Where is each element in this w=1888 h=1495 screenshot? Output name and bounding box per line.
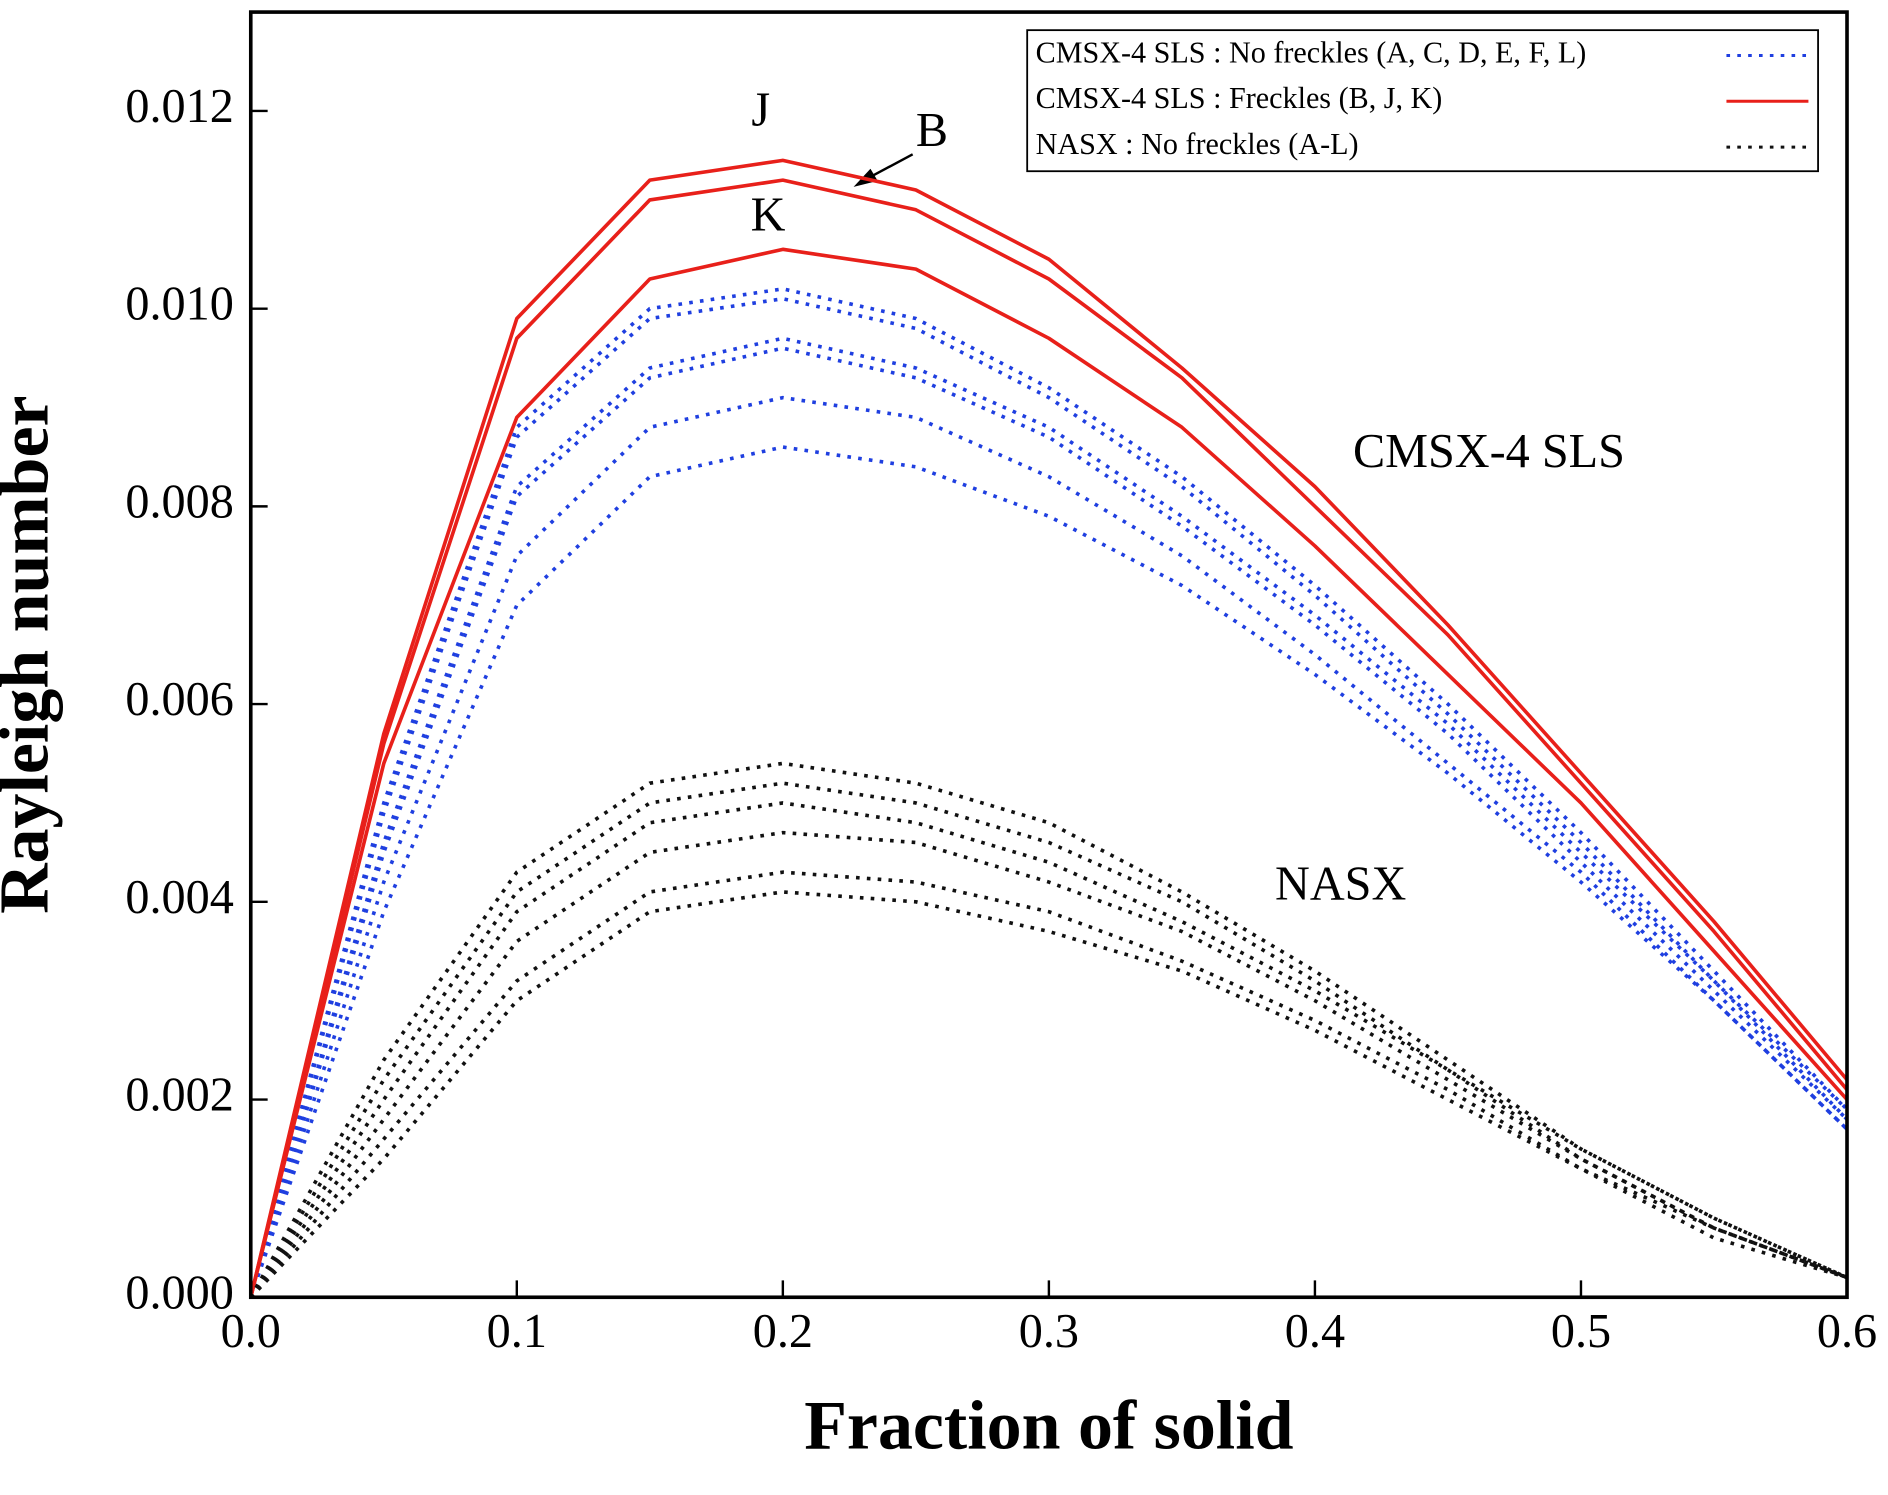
y-tick-label: 0.010 bbox=[125, 278, 234, 331]
y-tick-label: 0.004 bbox=[125, 871, 234, 924]
x-tick-label: 0.0 bbox=[221, 1305, 281, 1358]
annotation: K bbox=[751, 189, 786, 242]
legend-label: CMSX-4 SLS : Freckles (B, J, K) bbox=[1036, 81, 1443, 115]
y-axis-title: Rayleigh number bbox=[0, 395, 63, 914]
legend-label: CMSX-4 SLS : No freckles (A, C, D, E, F,… bbox=[1036, 35, 1587, 69]
y-tick-label: 0.012 bbox=[125, 80, 234, 133]
annotation: B bbox=[916, 104, 948, 157]
y-tick-label: 0.006 bbox=[125, 673, 234, 726]
x-tick-label: 0.6 bbox=[1817, 1305, 1877, 1358]
x-tick-label: 0.5 bbox=[1551, 1305, 1611, 1358]
annotation: CMSX-4 SLS bbox=[1353, 425, 1625, 478]
series-line bbox=[249, 296, 1849, 1298]
series-line bbox=[249, 801, 1848, 1299]
series-line bbox=[249, 158, 1849, 1298]
x-tick-label: 0.1 bbox=[487, 1305, 547, 1358]
y-tick-label: 0.008 bbox=[125, 475, 234, 528]
series-line bbox=[249, 781, 1848, 1299]
annotation: J bbox=[751, 84, 770, 137]
series-line bbox=[249, 870, 1848, 1299]
series-line bbox=[249, 178, 1849, 1298]
x-axis-title: Fraction of solid bbox=[804, 1387, 1293, 1464]
x-tick-label: 0.3 bbox=[1019, 1305, 1079, 1358]
plot-frame bbox=[248, 10, 1849, 1300]
series-line bbox=[249, 247, 1849, 1298]
legend-box bbox=[1026, 29, 1819, 173]
legend-label: NASX : No freckles (A-L) bbox=[1036, 127, 1359, 161]
series-line bbox=[249, 761, 1848, 1299]
series-line bbox=[249, 445, 1849, 1298]
series-line bbox=[249, 830, 1848, 1299]
annotation: NASX bbox=[1275, 858, 1406, 911]
y-tick-label: 0.000 bbox=[125, 1266, 234, 1319]
series-line bbox=[249, 890, 1848, 1299]
series-line bbox=[249, 395, 1849, 1298]
x-tick-label: 0.4 bbox=[1285, 1305, 1345, 1358]
x-tick-label: 0.2 bbox=[753, 1305, 813, 1358]
series-line bbox=[249, 287, 1849, 1298]
y-tick-label: 0.002 bbox=[125, 1069, 234, 1122]
